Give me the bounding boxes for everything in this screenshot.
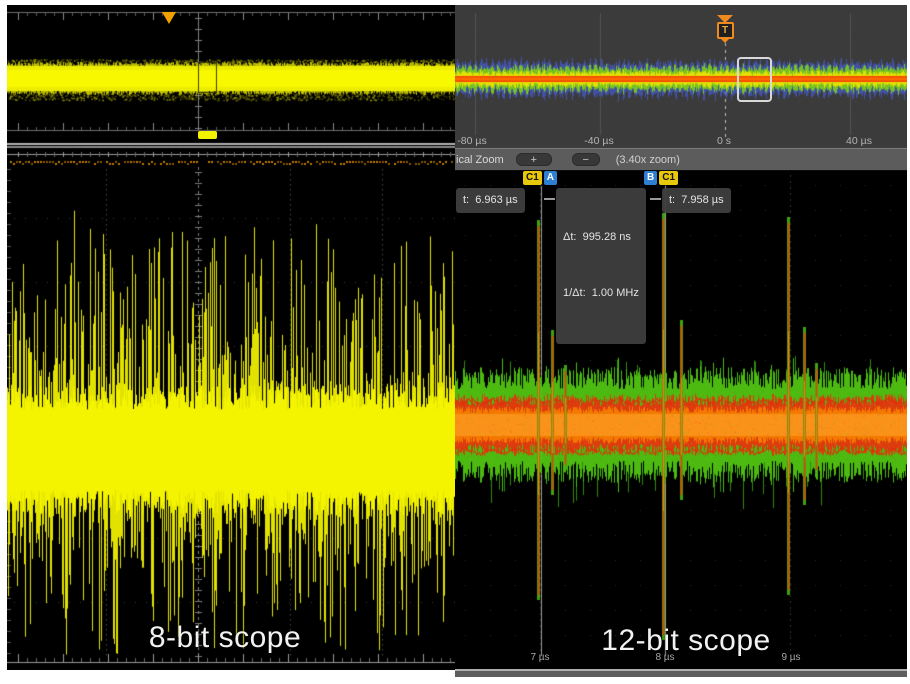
cursor-b-badge: B bbox=[644, 171, 658, 185]
zoom-in-button[interactable]: + bbox=[515, 153, 552, 166]
axis-label-9us: 9 µs bbox=[781, 652, 801, 663]
zoom-out-button[interactable]: − bbox=[571, 153, 600, 166]
cursor-b-line[interactable] bbox=[664, 186, 667, 656]
overview-time-label-40: 40 µs bbox=[846, 135, 872, 147]
cursor-a-badge: A bbox=[543, 171, 558, 185]
right-scope-caption: 12-bit scope bbox=[601, 624, 771, 657]
zoom-toolbar: ical Zoom + − (3.40x zoom) bbox=[455, 148, 907, 170]
right-scope-display bbox=[455, 5, 907, 677]
zoom-factor-label: (3.40x zoom) bbox=[615, 153, 680, 166]
overview-time-label-neg80: -80 µs bbox=[457, 135, 487, 147]
trigger-marker[interactable]: T bbox=[714, 15, 736, 43]
cursor-a-line[interactable] bbox=[540, 186, 543, 656]
left-scope-caption: 8-bit scope bbox=[148, 621, 302, 654]
cursor-delta-readout: Δt: 995.28 ns 1/Δt: 1.00 MHz bbox=[556, 188, 646, 344]
readout-connector-left bbox=[544, 198, 555, 200]
left-scope-display bbox=[7, 5, 455, 670]
trigger-t-icon: T bbox=[716, 22, 734, 39]
axis-label-8us: 8 µs bbox=[655, 652, 675, 663]
zoom-window-indicator[interactable] bbox=[198, 131, 217, 139]
cursor-a-badges[interactable]: C1 A bbox=[523, 171, 558, 185]
trigger-arrow-icon bbox=[717, 15, 733, 23]
delta-t-value: Δt: 995.28 ns bbox=[563, 231, 631, 244]
cursor-b-badges[interactable]: B C1 bbox=[644, 171, 679, 185]
inv-delta-t-value: 1/Δt: 1.00 MHz bbox=[563, 287, 639, 300]
axis-label-7us: 7 µs bbox=[530, 652, 550, 663]
cursor-a-time-readout: t: 6.963 µs bbox=[456, 188, 525, 213]
left-scope-panel: 8-bit scope bbox=[7, 5, 455, 670]
cursor-b-time-readout: t: 7.958 µs bbox=[662, 188, 731, 213]
cursor-b-channel-badge: C1 bbox=[659, 171, 679, 185]
trigger-position-marker-icon[interactable] bbox=[162, 12, 176, 24]
overview-zoom-window[interactable] bbox=[737, 57, 772, 102]
overview-time-label-neg40: -40 µs bbox=[584, 135, 614, 147]
readout-connector-right bbox=[650, 198, 661, 200]
zoom-toolbar-title: ical Zoom bbox=[456, 153, 504, 166]
bottom-toolbar-edge bbox=[455, 669, 907, 677]
overview-time-label-zero: 0 s bbox=[716, 135, 732, 147]
cursor-a-channel-badge: C1 bbox=[523, 171, 542, 185]
trigger-tip-icon bbox=[720, 38, 730, 43]
right-scope-panel: T -80 µs -40 µs 0 s 40 µs ical Zoom + − … bbox=[455, 5, 907, 677]
